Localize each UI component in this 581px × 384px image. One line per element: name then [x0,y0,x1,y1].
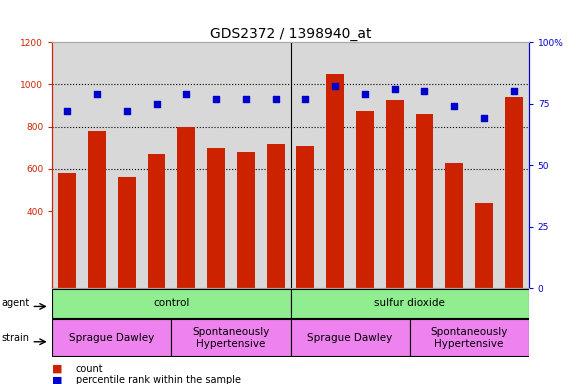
Point [241,96,250,102]
Bar [267,144,285,296]
Text: sulfur dioxide: sulfur dioxide [374,298,445,308]
Text: strain: strain [1,333,29,343]
Text: Sprague Dawley: Sprague Dawley [69,333,155,343]
Text: percentile rank within the sample: percentile rank within the sample [76,375,241,384]
Text: ■: ■ [52,364,66,374]
Point [211,96,221,102]
Bar [88,131,106,296]
Bar [148,154,166,296]
Text: count: count [76,364,103,374]
Bar [415,114,433,296]
Point [390,86,399,92]
Bar [177,127,195,296]
Bar [118,177,136,296]
Point [182,91,191,97]
Point [271,96,280,102]
Point [509,88,518,94]
Bar [58,173,76,296]
Bar [296,146,314,296]
Point [420,88,429,94]
Bar [327,74,344,296]
Bar [410,319,529,356]
Text: agent: agent [1,298,30,308]
Bar [505,97,523,296]
Bar [386,100,404,296]
Point [152,101,161,107]
Text: control: control [153,298,189,308]
Point [122,108,131,114]
Point [301,96,310,102]
Bar [237,152,254,296]
Text: Spontaneously
Hypertensive: Spontaneously Hypertensive [192,327,270,349]
Text: ■: ■ [52,375,66,384]
Bar [207,148,225,296]
Bar [290,319,410,356]
Point [331,83,340,89]
Bar [446,163,463,296]
Bar [475,203,493,296]
Bar [171,319,290,356]
Point [479,115,489,121]
Bar [356,111,374,296]
Bar [290,289,529,318]
Text: Spontaneously
Hypertensive: Spontaneously Hypertensive [431,327,508,349]
Point [360,91,370,97]
Bar [52,319,171,356]
Point [63,108,72,114]
Title: GDS2372 / 1398940_at: GDS2372 / 1398940_at [210,27,371,41]
Point [92,91,102,97]
Point [450,103,459,109]
Text: Sprague Dawley: Sprague Dawley [307,333,393,343]
Bar [52,289,290,318]
